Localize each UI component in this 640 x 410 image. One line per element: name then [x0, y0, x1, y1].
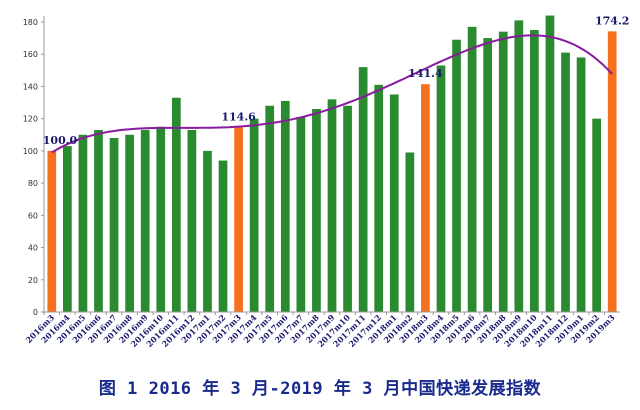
bar — [218, 160, 228, 312]
bar — [374, 84, 384, 312]
bar — [358, 67, 368, 312]
bar — [421, 84, 430, 312]
bar — [265, 105, 275, 313]
bar — [483, 38, 493, 312]
bar — [436, 65, 446, 312]
bar — [171, 97, 181, 312]
y-tick-label: 60 — [28, 211, 38, 220]
bar — [467, 26, 477, 312]
bar — [389, 94, 399, 312]
bar — [530, 30, 539, 313]
bar-series — [47, 15, 617, 313]
y-tick-label: 40 — [28, 244, 38, 253]
bar — [125, 134, 134, 312]
bar — [94, 129, 103, 312]
y-tick-label: 160 — [23, 50, 38, 59]
bar — [327, 99, 337, 312]
y-tick-label: 140 — [23, 82, 38, 91]
bar — [545, 15, 555, 313]
bar — [514, 20, 524, 313]
bar — [592, 118, 602, 313]
data-label: 100.0 — [43, 134, 78, 147]
trend-line — [51, 34, 613, 154]
bar — [78, 134, 88, 312]
data-label: 114.6 — [221, 110, 256, 123]
bar — [140, 129, 150, 312]
y-axis: 0 20 40 60 80 100 120 140 160 180 — [23, 16, 45, 317]
bar — [234, 127, 243, 312]
bar — [187, 129, 197, 312]
bar — [109, 138, 119, 312]
bar — [62, 146, 72, 312]
y-tick-label: 180 — [23, 18, 38, 27]
x-axis: 2016m32016m42016m52016m62016m72016m82016… — [23, 311, 620, 349]
bar — [280, 100, 290, 312]
bar — [296, 117, 306, 312]
bar — [343, 105, 352, 313]
y-tick-label: 100 — [23, 147, 38, 156]
y-tick-label: 80 — [28, 179, 38, 188]
bar — [405, 152, 415, 312]
bar — [452, 39, 461, 312]
data-label: 141.4 — [408, 67, 443, 80]
bar — [203, 150, 212, 312]
data-label: 174.2 — [595, 14, 629, 27]
bar — [249, 118, 259, 313]
y-tick-label: 0 — [33, 308, 38, 317]
bar — [156, 126, 166, 312]
data-labels: 100.0 114.6 141.4 174.2 — [43, 14, 630, 147]
bar — [561, 52, 570, 312]
bar — [576, 57, 586, 312]
bar — [47, 150, 57, 312]
figure-caption: 图 1 2016 年 3 月-2019 年 3 月中国快递发展指数 — [98, 379, 542, 399]
bar — [607, 31, 617, 312]
express-development-index-chart: 0 20 40 60 80 100 120 140 160 180 2016m32016m4201… — [23, 14, 630, 349]
y-tick-label: 120 — [23, 115, 38, 124]
bar — [498, 31, 508, 313]
bar — [312, 109, 321, 312]
y-tick-label: 20 — [28, 276, 38, 285]
